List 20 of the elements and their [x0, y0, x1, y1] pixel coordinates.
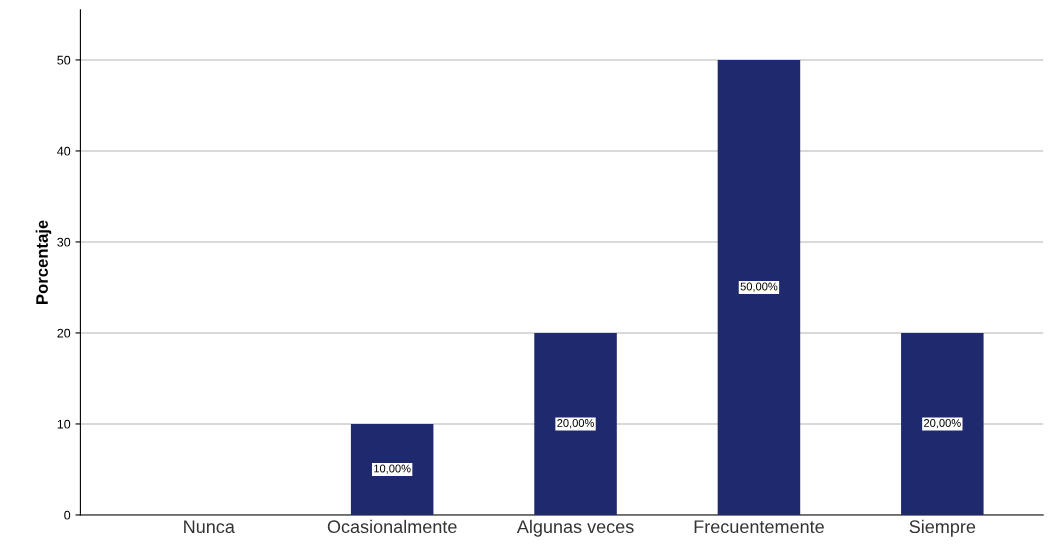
x-tick-label: Nunca [184, 520, 235, 534]
y-tick-label: 20 [57, 328, 71, 338]
y-axis-title: Porcentaje [35, 220, 52, 304]
x-tick-label: Siempre [909, 519, 976, 537]
y-tick-label: 30 [57, 237, 71, 247]
data-label: 10,00% [374, 464, 411, 474]
data-label: 20,00% [557, 419, 594, 429]
bar [534, 332, 617, 515]
y-tick-label: 50 [57, 55, 71, 65]
x-tick-label: Ocasionalmente [327, 519, 457, 534]
bar [350, 423, 434, 515]
y-tick-label: 40 [57, 146, 71, 156]
bar [901, 332, 984, 515]
bar [717, 59, 801, 515]
y-tick-label: 10 [57, 419, 71, 429]
x-tick-label: Frecuentemente [694, 520, 824, 534]
y-tick-label: 0 [64, 510, 71, 520]
x-tick-label: Algunas veces [516, 519, 634, 537]
data-label: 20,00% [924, 419, 961, 429]
data-label: 50,00% [740, 282, 778, 292]
